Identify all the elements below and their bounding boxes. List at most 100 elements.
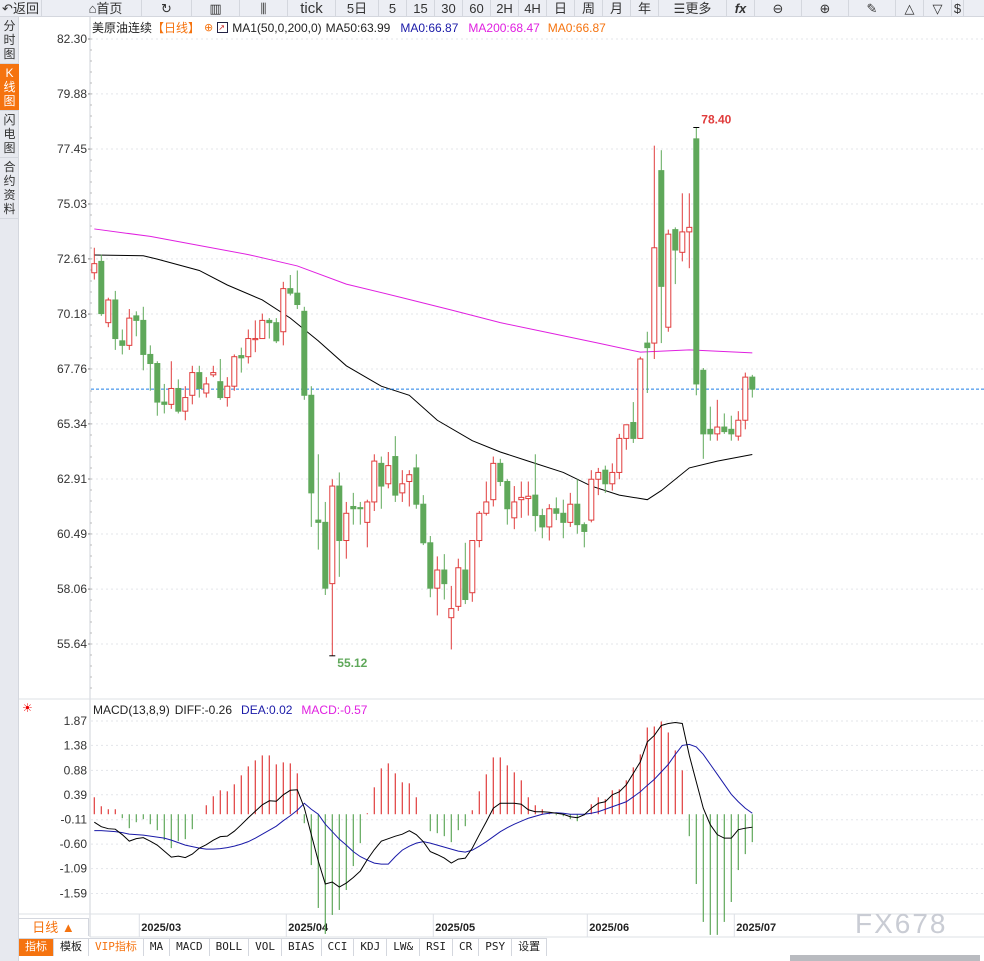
tab-ma[interactable]: MA [144, 939, 171, 956]
candle-body [490, 462, 497, 501]
tab-vol[interactable]: VOL [249, 939, 282, 956]
home-button[interactable]: ⌂ 首页 [70, 0, 142, 17]
candle [203, 377, 210, 398]
back-button[interactable]: ↶ 返回 [0, 0, 42, 17]
candle-body [189, 372, 196, 396]
candle [735, 411, 742, 441]
tab-flash[interactable]: 闪电图 [0, 111, 19, 158]
candle-body [217, 381, 224, 399]
candle [448, 585, 455, 650]
period-week[interactable]: 周 [575, 0, 603, 17]
candle-body [476, 512, 483, 542]
candle-body [567, 503, 574, 523]
candle [294, 270, 301, 310]
candle-body [91, 263, 98, 274]
zoom-in-button[interactable]: ⊕ [802, 0, 849, 17]
formula-button[interactable]: fx [727, 0, 755, 17]
tab-intraday[interactable]: 分时图 [0, 17, 19, 64]
period-year[interactable]: 年 [631, 0, 659, 17]
candle-body [133, 315, 140, 321]
period-30m[interactable]: 30 [435, 0, 463, 17]
add-icon[interactable]: ⊕ [204, 22, 214, 34]
price-legend: 美原油连续 【日线】 ⊕ ↗ MA1(50,0,200,0) MA50:63.9… [92, 19, 606, 36]
candle [707, 406, 714, 441]
candle-body [210, 372, 217, 376]
period-month[interactable]: 月 [603, 0, 631, 17]
tab-lw[interactable]: LW& [387, 939, 421, 956]
chart-type-button[interactable]: ▥ [192, 0, 240, 17]
candle-body [378, 462, 385, 487]
candle [462, 542, 469, 605]
candle [469, 540, 476, 602]
tab-contract-info[interactable]: 合约资料 [0, 158, 19, 219]
candle [175, 379, 182, 414]
date-axis-label: 2025/03 [141, 922, 181, 934]
draw-button[interactable]: ✎ [849, 0, 896, 17]
candle [693, 127, 700, 396]
period-5d[interactable]: 5日 [336, 0, 379, 17]
tab-psy[interactable]: PSY [479, 939, 513, 956]
tab-templates[interactable]: 模板 [54, 939, 89, 956]
macd-axis-label: -0.60 [60, 837, 88, 851]
candle [525, 481, 532, 516]
ma50-line [94, 254, 753, 501]
period-60m[interactable]: 60 [463, 0, 491, 17]
tab-bias[interactable]: BIAS [282, 939, 322, 956]
candle [301, 306, 308, 400]
price-axis-label: 70.18 [57, 307, 87, 321]
tab-boll[interactable]: BOLL [210, 939, 250, 956]
refresh-button[interactable]: ↻ [142, 0, 192, 17]
up-button[interactable]: △ [896, 0, 924, 17]
tab-vip-indicators[interactable]: VIP指标 [89, 939, 144, 956]
period-label: 【日线】 [152, 21, 201, 35]
more-button[interactable]: ☰ 更多 [659, 0, 727, 17]
tab-indicators[interactable]: 指标 [19, 939, 54, 956]
candle-body [371, 460, 378, 503]
candle [588, 470, 595, 523]
candle [371, 454, 378, 512]
candle [182, 386, 189, 421]
tab-cci[interactable]: CCI [322, 939, 355, 956]
settings-button[interactable]: $ [952, 0, 964, 17]
candle-body [280, 288, 287, 333]
candle-body [399, 483, 406, 494]
tab-settings[interactable]: 设置 [512, 939, 548, 956]
candle-body [231, 356, 238, 387]
candle [126, 309, 133, 350]
tab-macd[interactable]: MACD [170, 939, 210, 956]
tab-kdj[interactable]: KDJ [354, 939, 388, 956]
macd-axis-label: -1.09 [60, 862, 88, 876]
tab-rsi[interactable]: RSI [420, 939, 453, 956]
candle-body [266, 319, 273, 324]
candle [224, 377, 231, 407]
period-4h[interactable]: 4H [519, 0, 547, 17]
candlestick-button[interactable]: ⫼ [240, 0, 288, 17]
candle [315, 454, 322, 550]
candle-body [364, 501, 371, 523]
candle [476, 511, 483, 548]
macd-axis-label: 0.39 [64, 788, 88, 802]
period-2h[interactable]: 2H [491, 0, 519, 17]
candle [651, 145, 658, 359]
indicator-chart-icon[interactable]: ↗ [217, 22, 229, 33]
tab-kline[interactable]: K线图 [0, 64, 19, 111]
down-button[interactable]: ▽ [924, 0, 952, 17]
candle-body [154, 363, 161, 403]
period-selector[interactable]: 日线 ▲ [19, 918, 89, 936]
period-15m[interactable]: 15 [407, 0, 435, 17]
macd-settings-icon[interactable]: ☀ [22, 701, 33, 715]
tab-cr[interactable]: CR [453, 939, 480, 956]
candle [742, 372, 749, 430]
horizontal-scrollbar[interactable] [790, 955, 980, 961]
candle-body [168, 387, 175, 405]
candle [399, 470, 406, 502]
price-axis-label: 60.49 [57, 527, 87, 541]
ma200-line [94, 228, 753, 354]
candle [287, 275, 294, 296]
period-5m[interactable]: 5 [379, 0, 407, 17]
tick-button[interactable]: tick [288, 0, 336, 17]
candle-body [742, 376, 749, 421]
period-day[interactable]: 日 [547, 0, 575, 17]
zoom-out-button[interactable]: ⊖ [755, 0, 802, 17]
